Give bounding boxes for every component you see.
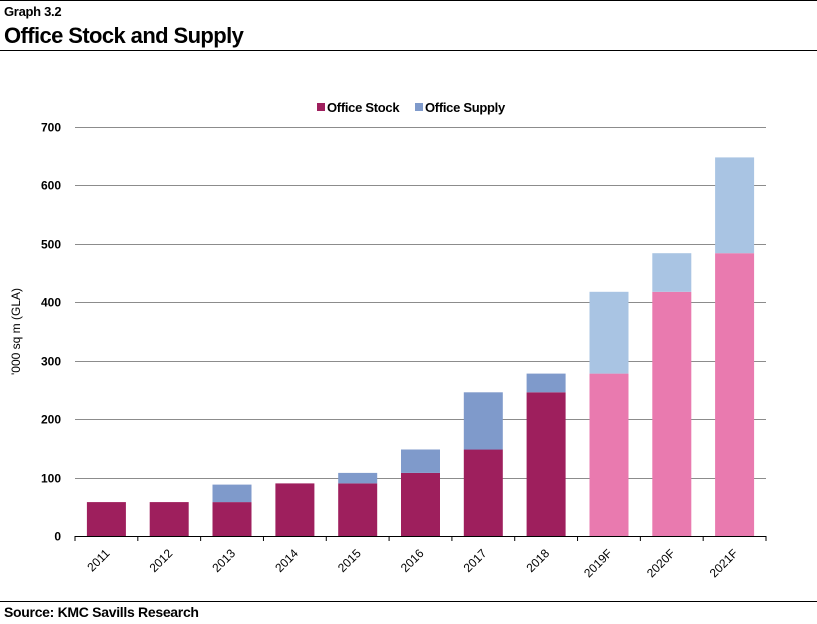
bar-office-stock-2017 [463,449,503,536]
x-tick-label: 2021F [707,546,741,580]
bar-office-supply-2015 [338,472,378,484]
y-tick-label: 400 [41,296,61,310]
header-bottom-rule [0,50,817,51]
bar-office-supply-2013 [212,484,252,503]
y-tick-label: 700 [41,121,61,135]
x-tick-label: 2014 [272,546,301,575]
bar-office-supply-2017 [463,392,503,450]
x-tick-label: 2018 [523,546,552,575]
y-tick-label: 100 [41,472,61,486]
bar-office-stock-2014 [275,483,315,536]
y-tick-label: 600 [41,179,61,193]
bar-office-supply-2016 [401,449,440,473]
y-tick-label: 0 [54,530,61,544]
x-tick-label: 2019F [581,546,615,580]
bar-office-supply-2018 [526,373,566,393]
bar-office-stock-2019f [589,373,629,536]
legend-label-office-supply: Office Supply [425,100,506,115]
bar-office-stock-2021f [715,253,755,536]
bar-series [86,157,755,536]
legend-swatch-office-stock [317,103,325,111]
bar-office-supply-2019f [589,291,629,374]
bar-office-stock-2018 [526,392,566,536]
x-tick-label: 2015 [335,546,364,575]
x-tick-label: 2016 [398,546,427,575]
y-tick-label: 500 [41,238,61,252]
y-axis-label: '000 sq m (GLA) [9,288,23,375]
bar-office-stock-2012 [149,502,189,536]
bar-office-stock-2016 [401,472,440,536]
legend: Office Stock Office Supply [317,100,506,115]
x-tick-label: 2020F [644,546,678,580]
header-top-rule [0,0,817,1]
source-note: Source: KMC Savills Research [4,604,199,620]
x-tick-label: 2013 [209,546,238,575]
bar-office-supply-2021f [715,157,755,254]
chart-title: Office Stock and Supply [4,23,244,48]
y-tick-label: 300 [41,355,61,369]
footer-rule [0,601,817,602]
bar-office-stock-2011 [86,502,126,536]
x-tick-label: 2012 [147,546,176,575]
bar-office-supply-2020f [652,253,692,292]
gridlines [75,127,766,479]
bar-office-stock-2013 [212,502,252,536]
legend-swatch-office-supply [415,103,423,111]
bar-office-stock-2015 [338,483,378,536]
legend-label-office-stock: Office Stock [327,100,400,115]
x-tick-label: 2017 [461,546,490,575]
y-tick-label: 200 [41,413,61,427]
x-tick-label: 2011 [84,546,112,574]
bar-office-stock-2020f [652,291,692,536]
x-axis-ticks: 2011 2012 2013 2014 2015 2016 2017 2018 2019F 202… [74,536,767,580]
y-axis-ticks: 0 100 200 300 400 500 600 700 [41,121,61,544]
graph-number: Graph 3.2 [4,4,62,19]
